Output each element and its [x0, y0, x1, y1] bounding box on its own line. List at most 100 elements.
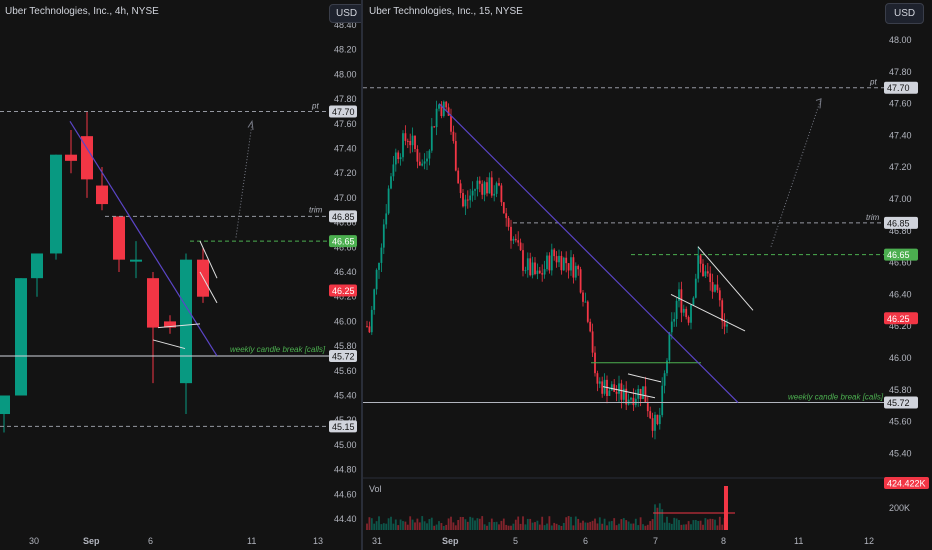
candle-up: [483, 180, 486, 202]
candle-up: [526, 252, 529, 278]
right-time-axis[interactable]: [363, 530, 932, 550]
candle-up: [562, 256, 565, 272]
volume-bar: [658, 503, 661, 530]
candle-body: [608, 390, 611, 396]
right-price-tick: 48.00: [889, 35, 912, 45]
candle-body: [706, 271, 709, 274]
left-currency-button[interactable]: USD: [329, 4, 361, 23]
candle-body: [493, 193, 496, 196]
volume-bar: [630, 523, 632, 530]
candle-down: [687, 315, 690, 326]
candle-body: [96, 185, 108, 205]
candle-body: [483, 182, 486, 195]
panel-divider[interactable]: [361, 0, 363, 550]
volume-bar: [471, 517, 474, 530]
volume-bar: [718, 516, 721, 530]
volume-bar: [606, 525, 608, 530]
candle-up: [373, 288, 376, 315]
candle-body: [524, 270, 527, 272]
candle-up: [603, 373, 606, 396]
candle-down: [414, 135, 416, 153]
candle-up: [469, 188, 472, 208]
candle-down: [711, 273, 714, 299]
candle-down: [572, 254, 575, 284]
volume-bar: [447, 518, 450, 530]
right-entry-price-tag-text: 46.65: [887, 250, 910, 260]
right-arrow-head: [815, 98, 822, 109]
volume-bar: [428, 519, 431, 530]
candle-down: [548, 252, 551, 274]
candle-body: [565, 257, 568, 264]
right-currency-button[interactable]: USD: [885, 3, 925, 24]
left-price-tick: 45.00: [334, 440, 357, 450]
volume-value-tag-text: 424.422K: [887, 479, 926, 489]
right-pt-price-tag: 47.70: [884, 81, 918, 94]
candle-body: [618, 383, 620, 394]
candle-down: [632, 388, 635, 412]
candle-down: [517, 231, 520, 247]
candle-down: [440, 101, 443, 119]
volume-bar: [553, 522, 556, 530]
candle-body: [615, 391, 618, 394]
candle-up: [180, 253, 192, 415]
candle-body: [675, 300, 678, 319]
left-chart-canvas[interactable]: pt trim weekly candle break [calls] 48.40 4…: [0, 0, 361, 550]
candle-up: [682, 304, 685, 317]
candle-body: [462, 193, 464, 207]
candle-body: [526, 258, 529, 271]
left-time-axis[interactable]: [0, 530, 361, 550]
left-price-tick: 46.00: [334, 316, 357, 326]
volume-bar: [409, 516, 412, 530]
candle-body: [373, 289, 376, 310]
volume-label: Vol: [369, 484, 382, 494]
left-price-axis[interactable]: [329, 0, 361, 530]
candle-body: [414, 135, 416, 150]
candle-down: [486, 177, 488, 197]
volume-bar: [673, 517, 676, 530]
candle-up: [382, 219, 385, 255]
left-price-tick: 45.60: [334, 366, 357, 376]
left-price-tick: 45.20: [334, 415, 357, 425]
left-chart-panel[interactable]: pt trim weekly candle break [calls] 48.40 4…: [0, 0, 361, 550]
right-price-tick: 47.80: [889, 67, 912, 77]
volume-bar: [579, 522, 582, 530]
candle-body: [538, 270, 541, 274]
candle-body: [469, 195, 472, 201]
volume-bar: [656, 507, 659, 530]
candle-body: [680, 289, 683, 313]
candle-body: [711, 282, 714, 292]
volume-bar: [368, 517, 371, 530]
volume-bar: [694, 519, 697, 530]
candle-body: [723, 321, 726, 327]
candle-up: [392, 155, 395, 181]
volume-bar: [560, 525, 563, 530]
candle-up: [370, 305, 373, 335]
candle-body: [495, 183, 498, 194]
right-chart-panel[interactable]: pt trim weekly candle break [calls] Vol 48.…: [363, 0, 932, 550]
right-chart-title: Uber Technologies, Inc., 15, NYSE: [369, 6, 523, 17]
right-price-tick: 46.80: [889, 226, 912, 236]
candle-down: [702, 259, 704, 277]
candle-up: [476, 176, 479, 197]
left-trendline: [69, 121, 218, 357]
candle-down: [466, 190, 469, 209]
candle-down: [459, 179, 462, 199]
candle-down: [510, 219, 512, 249]
candle-up: [512, 236, 515, 244]
volume-bar: [385, 523, 388, 530]
candle-body: [512, 238, 515, 241]
candle-body: [702, 263, 704, 277]
volume-bar: [685, 524, 688, 530]
right-pt-price-tag-text: 47.70: [887, 83, 910, 93]
candle-body: [428, 150, 431, 159]
volume-bar: [502, 518, 505, 530]
candle-body: [440, 104, 443, 117]
right-chart-canvas[interactable]: pt trim weekly candle break [calls] Vol 48.…: [363, 0, 932, 550]
candle-body: [50, 154, 62, 254]
volume-bar: [699, 520, 702, 530]
right-time-label: 12: [864, 536, 874, 546]
candle-body: [613, 384, 616, 392]
candle-down: [538, 266, 541, 275]
volume-bar: [572, 525, 575, 530]
candle-body: [447, 107, 450, 116]
